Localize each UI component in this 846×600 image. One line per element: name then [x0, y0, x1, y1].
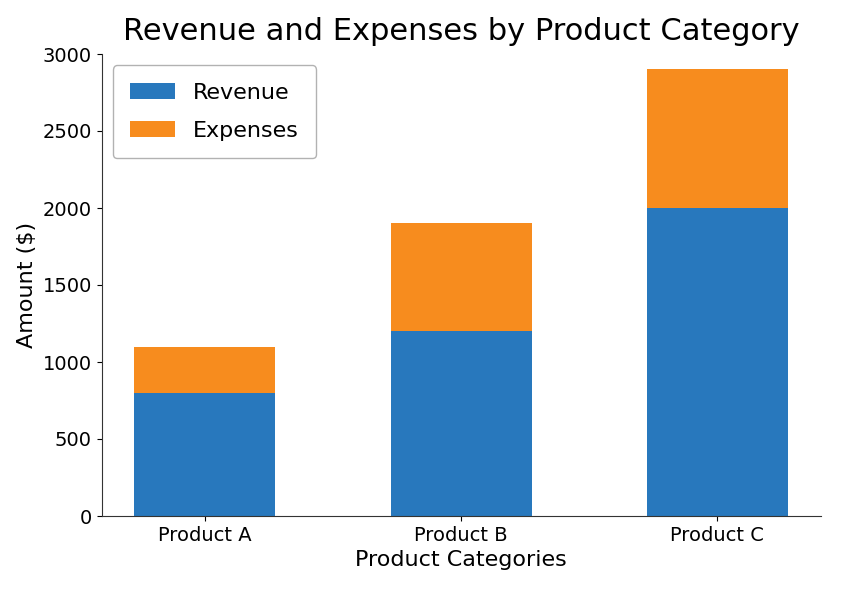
Bar: [647, 70, 788, 208]
Bar: [647, 208, 788, 516]
Bar: [135, 347, 275, 393]
Bar: [391, 331, 531, 516]
Title: Revenue and Expenses by Product Category: Revenue and Expenses by Product Category: [123, 17, 799, 46]
Y-axis label: Amount ($): Amount ($): [17, 222, 37, 348]
Bar: [391, 223, 531, 331]
X-axis label: Product Categories: Product Categories: [355, 550, 567, 570]
Legend: Revenue, Expenses: Revenue, Expenses: [113, 65, 316, 158]
Bar: [135, 393, 275, 516]
